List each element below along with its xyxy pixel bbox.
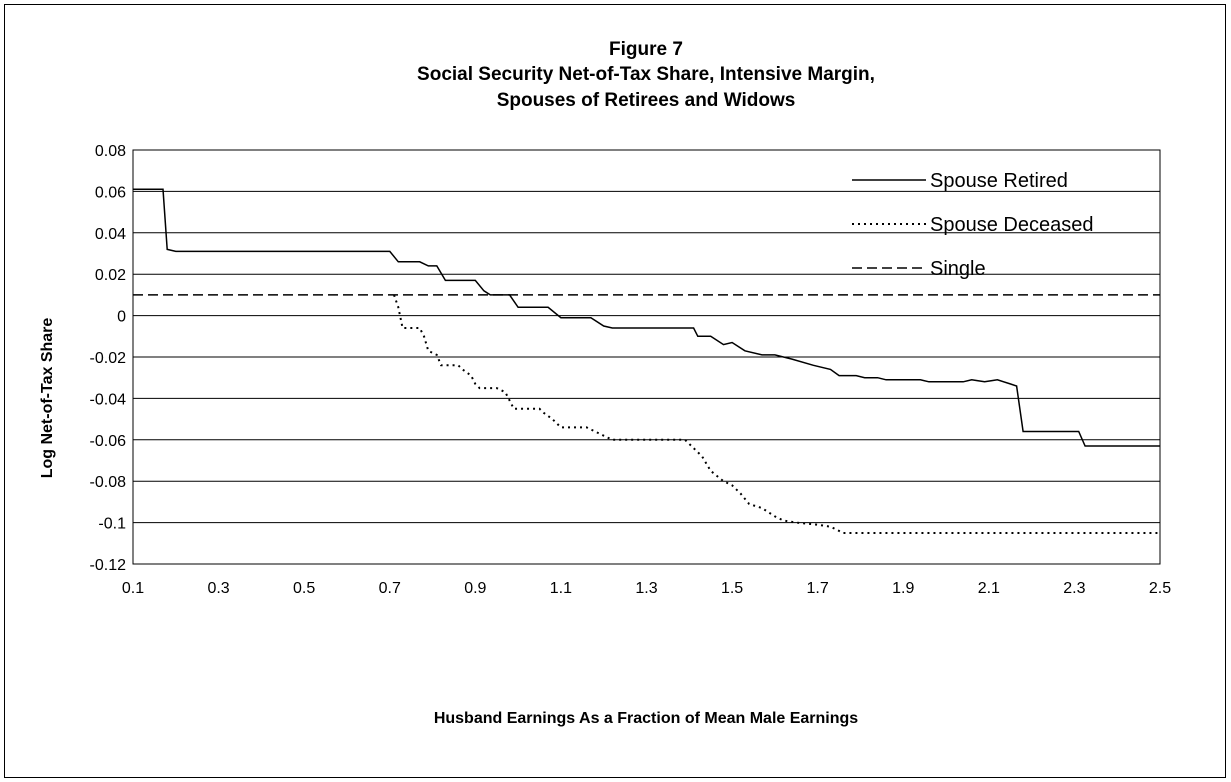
y-tick-label: -0.08 [90, 474, 127, 491]
chart-frame [4, 4, 1226, 778]
x-tick-label: 2.1 [978, 580, 1000, 597]
y-tick-label: -0.06 [90, 433, 127, 450]
y-tick-label: -0.02 [90, 350, 127, 367]
x-tick-label: 0.1 [122, 580, 144, 597]
gridlines [133, 190, 1160, 524]
y-tick-label: 0.02 [95, 267, 126, 284]
x-tick-label: 1.1 [550, 580, 572, 597]
y-tick-label: -0.12 [90, 557, 127, 574]
x-tick-label: 1.3 [635, 580, 657, 597]
x-tick-label: 0.3 [207, 580, 229, 597]
y-tick-label: -0.04 [90, 391, 127, 408]
x-tick-label: 0.5 [293, 580, 315, 597]
plot-area [132, 149, 1161, 565]
x-tick-label: 2.5 [1149, 580, 1171, 597]
chart-title-line-2: Social Security Net-of-Tax Share, Intens… [417, 64, 875, 85]
legend: Spouse Retired Spouse Deceased Single [852, 170, 1093, 280]
chart-title-line-1: Figure 7 [609, 39, 683, 60]
series-line-spouse-deceased [393, 294, 1160, 534]
y-tick-label: 0.04 [95, 226, 126, 243]
legend-label-single: Single [930, 258, 986, 280]
x-tick-labels: 0.1 0.3 0.5 0.7 0.9 1.1 1.3 1.5 1.7 1.9 2.1 2.3 2.5 [122, 580, 1171, 597]
y-axis-title: Log Net-of-Tax Share [39, 318, 56, 479]
x-tick-label: 1.7 [807, 580, 829, 597]
y-tick-label: 0.08 [95, 143, 126, 160]
x-tick-label: 0.9 [464, 580, 486, 597]
x-tick-label: 1.5 [721, 580, 743, 597]
y-tick-label: 0 [117, 309, 126, 326]
x-tick-label: 2.3 [1063, 580, 1085, 597]
y-tick-labels: 0.08 0.06 0.04 0.02 0 -0.02 -0.04 -0.06 -0.08 -0.… [90, 143, 127, 574]
x-axis-title: Husband Earnings As a Fraction of Mean M… [434, 710, 858, 727]
legend-label-spouse-deceased: Spouse Deceased [930, 214, 1093, 236]
series-layer [133, 188, 1160, 534]
chart-title-line-3: Spouses of Retirees and Widows [497, 90, 796, 111]
x-tick-label: 1.9 [892, 580, 914, 597]
y-tick-label: 0.06 [95, 184, 126, 201]
x-tick-label: 0.7 [379, 580, 401, 597]
legend-label-spouse-retired: Spouse Retired [930, 170, 1068, 192]
y-tick-label: -0.1 [98, 516, 126, 533]
series-line-spouse-retired [133, 188, 1160, 447]
